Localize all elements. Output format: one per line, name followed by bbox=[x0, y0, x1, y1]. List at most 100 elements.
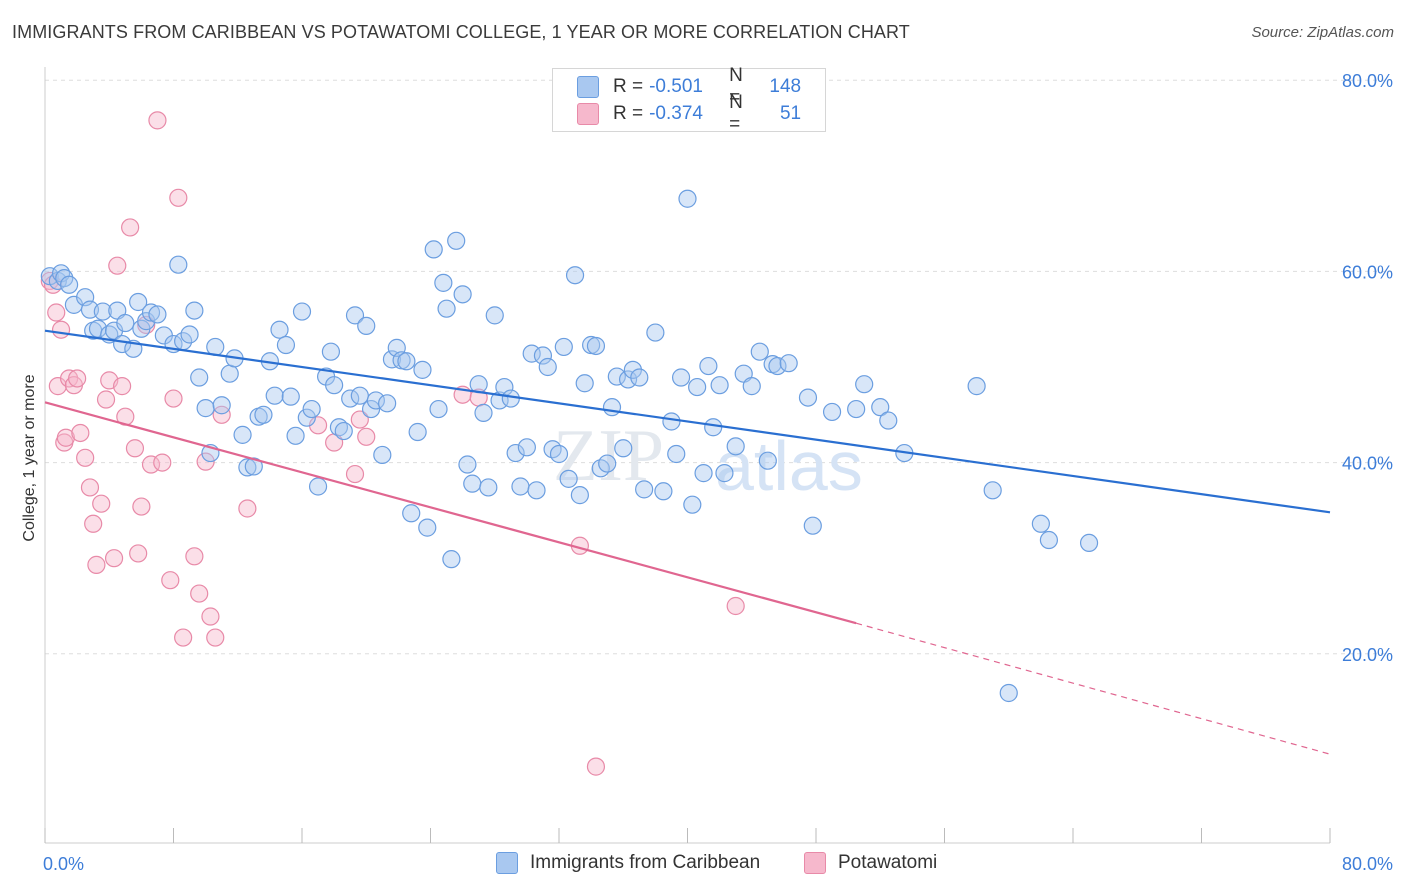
caribbean-point bbox=[699, 356, 718, 376]
y-tick-label: 20.0% bbox=[1342, 645, 1393, 665]
potawatomi-point bbox=[129, 544, 148, 563]
potawatomi-point bbox=[148, 111, 167, 130]
potawatomi-point bbox=[212, 405, 231, 424]
pink-swatch bbox=[577, 103, 599, 125]
caribbean-point bbox=[254, 405, 273, 424]
caribbean-point bbox=[434, 273, 453, 292]
caribbean-point bbox=[871, 398, 890, 417]
caribbean-point bbox=[847, 399, 866, 419]
series-caribbean-points bbox=[40, 189, 1099, 703]
caribbean-point bbox=[196, 399, 215, 418]
caribbean-point bbox=[447, 231, 466, 250]
caribbean-point bbox=[141, 303, 161, 322]
caribbean-point bbox=[220, 364, 239, 383]
caribbean-point bbox=[598, 454, 617, 473]
caribbean-point bbox=[463, 474, 482, 493]
potawatomi-point bbox=[121, 218, 140, 237]
trend-lines bbox=[44, 329, 1331, 755]
caribbean-point bbox=[321, 342, 341, 361]
x-tick-label: 80.0% bbox=[1342, 854, 1393, 874]
caribbean-point bbox=[270, 320, 289, 339]
caribbean-point bbox=[694, 464, 713, 483]
caribbean-point bbox=[527, 481, 546, 500]
axes bbox=[44, 67, 1331, 844]
potawatomi-point bbox=[87, 555, 106, 574]
potawatomi-point bbox=[92, 494, 111, 513]
potawatomi-point bbox=[726, 596, 745, 616]
potawatomi-point bbox=[84, 514, 103, 533]
potawatomi-point bbox=[174, 628, 193, 647]
potawatomi-trend-line bbox=[44, 401, 857, 625]
caribbean-point bbox=[238, 458, 257, 477]
caribbean-point bbox=[485, 306, 504, 325]
caribbean-point bbox=[137, 312, 156, 331]
caribbean-point bbox=[373, 445, 392, 465]
grid-lines bbox=[45, 79, 1392, 655]
caribbean-point bbox=[758, 451, 777, 470]
caribbean-point bbox=[602, 398, 622, 417]
potawatomi-point bbox=[169, 188, 188, 207]
caribbean-point bbox=[233, 425, 252, 444]
caribbean-point bbox=[967, 377, 986, 396]
caribbean-point bbox=[479, 478, 498, 497]
source-label: Source: ZipAtlas.com bbox=[1251, 24, 1394, 41]
legend-item-caribbean: Immigrants from Caribbean bbox=[496, 852, 760, 874]
potawatomi-point bbox=[201, 607, 220, 626]
potawatomi-point bbox=[71, 423, 90, 443]
caribbean-point bbox=[779, 354, 798, 373]
caribbean-point bbox=[148, 305, 167, 324]
caribbean-point bbox=[999, 683, 1018, 703]
caribbean-point bbox=[281, 387, 300, 406]
caribbean-point bbox=[798, 388, 818, 407]
caribbean-point bbox=[750, 342, 769, 361]
legend-row-caribbean: R = -0.501 N = 148 bbox=[577, 65, 801, 108]
y-axis-title: College, 1 year or more bbox=[21, 374, 38, 541]
caribbean-point bbox=[112, 334, 132, 354]
potawatomi-point bbox=[161, 571, 180, 590]
potawatomi-point bbox=[196, 452, 215, 471]
caribbean-point bbox=[442, 550, 461, 569]
caribbean-point bbox=[1031, 514, 1050, 533]
caribbean-point bbox=[378, 394, 397, 413]
caribbean-point bbox=[704, 418, 723, 437]
caribbean-point bbox=[308, 477, 328, 496]
caribbean-point bbox=[1079, 533, 1099, 553]
caribbean-point bbox=[402, 504, 421, 523]
caribbean-point bbox=[511, 477, 530, 496]
caribbean-point bbox=[185, 301, 204, 320]
y-tick-label: 40.0% bbox=[1342, 454, 1393, 474]
chart-title: IMMIGRANTS FROM CARIBBEAN VS POTAWATOMI … bbox=[12, 22, 910, 42]
caribbean-point bbox=[506, 443, 525, 463]
series-legend: Immigrants from Caribbean Potawatomi bbox=[0, 852, 1406, 880]
caribbean-point bbox=[522, 344, 541, 363]
potawatomi-point bbox=[350, 410, 369, 429]
potawatomi-point bbox=[80, 478, 100, 497]
caribbean-point bbox=[559, 469, 578, 488]
caribbean-point bbox=[458, 455, 477, 474]
caribbean-point bbox=[688, 377, 707, 397]
caribbean-point bbox=[803, 516, 822, 535]
n-label: N = bbox=[729, 92, 743, 135]
caribbean-point bbox=[554, 337, 573, 357]
potawatomi-point bbox=[132, 497, 151, 516]
caribbean-point bbox=[302, 399, 321, 419]
pink-swatch bbox=[804, 852, 826, 874]
caribbean-point bbox=[180, 325, 199, 344]
potawatomi-trend-extension bbox=[855, 622, 1331, 755]
potawatomi-point bbox=[141, 455, 161, 474]
correlation-legend: R = -0.501 N = 148 R = -0.374 N = 51 bbox=[552, 65, 826, 135]
caribbean-point bbox=[742, 377, 761, 396]
caribbean-point bbox=[212, 396, 231, 415]
r-value: -0.501 bbox=[649, 76, 703, 97]
potawatomi-point bbox=[125, 439, 145, 458]
caribbean-point bbox=[533, 346, 553, 365]
caribbean-point bbox=[822, 402, 842, 422]
potawatomi-point bbox=[96, 390, 116, 409]
caribbean-point bbox=[413, 360, 432, 379]
caribbean-point bbox=[474, 403, 493, 422]
caribbean-point bbox=[265, 386, 284, 405]
caribbean-point bbox=[855, 375, 874, 394]
caribbean-point bbox=[418, 518, 437, 537]
potawatomi-point bbox=[104, 549, 124, 568]
caribbean-point bbox=[453, 285, 472, 304]
